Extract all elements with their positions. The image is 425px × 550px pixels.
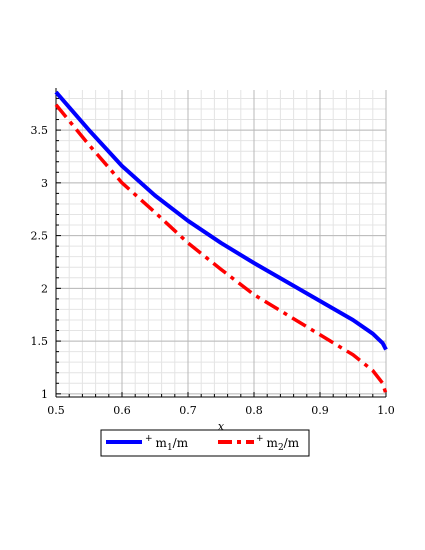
- legend-label-1: + m1/m: [145, 434, 189, 453]
- major-grid: [55, 90, 387, 397]
- series-layer: [54, 90, 388, 395]
- x-tick-label: 0.5: [47, 404, 65, 417]
- y-tick-label: 3.5: [31, 124, 49, 137]
- y-tick-label: 1: [41, 388, 48, 401]
- axes: [55, 88, 387, 398]
- x-tick-label: 0.9: [311, 404, 329, 417]
- legend-label-2: + m2/m: [256, 434, 300, 453]
- y-tick-label: 3: [41, 177, 48, 190]
- x-tick-label: 0.6: [113, 404, 131, 417]
- y-tick-label: 2: [41, 282, 48, 295]
- x-axis-title: x: [218, 420, 225, 433]
- series-line-1: [54, 90, 388, 351]
- y-tick-label: 1.5: [31, 335, 49, 348]
- series-line-2: [54, 103, 388, 395]
- y-tick-label: 2.5: [31, 230, 49, 243]
- x-tick-label: 0.8: [245, 404, 263, 417]
- x-tick-label: 1.0: [377, 404, 395, 417]
- tick-labels: 0.5 0.6 0.7 0.8 0.9 1.0 1 1.5 2 2.5 3 3.5: [31, 124, 395, 417]
- legend: + m1/m + m2/m: [100, 429, 310, 457]
- x-tick-label: 0.7: [179, 404, 197, 417]
